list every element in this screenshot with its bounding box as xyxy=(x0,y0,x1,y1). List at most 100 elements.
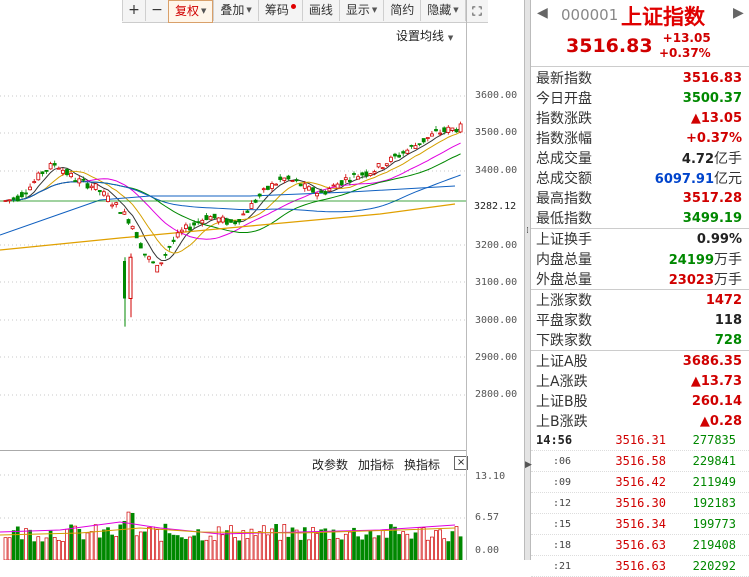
volume-bar xyxy=(56,539,61,560)
volume-bar xyxy=(307,539,311,560)
candle-body xyxy=(270,183,274,189)
candle-body xyxy=(212,213,217,219)
candle-body xyxy=(183,224,188,230)
draw-line-button[interactable]: 画线 xyxy=(301,0,339,21)
tick-volume: 229841 xyxy=(692,454,736,468)
stat-row: 总成交额 6097.91亿元 xyxy=(531,168,749,188)
volume-bar xyxy=(102,529,106,560)
stat-value: 728 xyxy=(715,333,742,348)
kline-chart-area[interactable]: + − 复权 ▼ 叠加 ▼ 筹码 画线 显示 ▼ 简约 隐藏 ▼ 设置均线 ▼ 改参数 … xyxy=(0,0,524,560)
volume-bar xyxy=(454,526,459,560)
edit-params-button[interactable]: 改参数 xyxy=(312,458,349,472)
candle-body xyxy=(245,210,250,213)
panel-splitter[interactable]: ⁞ ▶ xyxy=(524,0,532,560)
candle-body xyxy=(142,253,147,256)
volume-bar xyxy=(343,533,348,560)
chips-button[interactable]: 筹码 xyxy=(257,0,302,21)
stat-label: 上证B股 xyxy=(536,394,588,410)
quote-stats: 最新指数 3516.83 今日开盘 3500.37 指数涨跌 ▲13.05 指数涨幅 +0.3… xyxy=(531,68,749,431)
volume-bar xyxy=(3,537,8,560)
zoom-in-button[interactable]: + xyxy=(122,0,145,21)
volume-bar xyxy=(364,534,369,560)
overlay-button[interactable]: 叠加 ▼ xyxy=(213,0,257,21)
stat-row: 最低指数 3499.19 xyxy=(531,208,749,228)
stat-value: +0.37% xyxy=(686,131,742,146)
add-indicator-button[interactable]: 加指标 xyxy=(358,458,395,472)
candle-body xyxy=(368,173,373,176)
tick-list[interactable]: 14:56 3516.31 277835:06 3516.58 229841:09 351… xyxy=(531,430,749,577)
candle-body xyxy=(188,226,192,231)
candle-body xyxy=(48,163,53,170)
candle-body xyxy=(208,216,213,220)
stat-label: 今日开盘 xyxy=(536,91,592,107)
stat-value: 4.72亿手 xyxy=(682,148,742,168)
volume-bar xyxy=(286,536,291,560)
candle-body xyxy=(339,180,344,186)
volume-bar xyxy=(434,530,438,560)
candle-body xyxy=(319,190,324,193)
group-separator xyxy=(531,350,749,351)
group-separator xyxy=(531,289,749,290)
candle-body xyxy=(89,185,94,189)
display-button[interactable]: 显示 ▼ xyxy=(338,0,383,21)
tick-row: :06 3516.58 229841 xyxy=(531,451,749,472)
volume-bar xyxy=(335,537,340,560)
ma10-line xyxy=(5,131,461,254)
candle-body xyxy=(123,261,126,299)
stat-value: 0.99% xyxy=(697,232,742,247)
volume-bar xyxy=(69,524,73,560)
tick-price: 3516.58 xyxy=(615,454,666,468)
volume-bar xyxy=(348,531,352,560)
next-symbol-icon[interactable]: ▶ xyxy=(733,5,744,21)
simple-mode-button[interactable]: 简约 xyxy=(383,0,420,21)
stat-value: 260.14 xyxy=(692,394,742,409)
fullscreen-button[interactable] xyxy=(464,0,488,21)
candle-body xyxy=(122,211,127,215)
candle-body xyxy=(40,171,45,175)
volume-bar xyxy=(401,531,406,560)
volume-bar xyxy=(384,537,389,560)
candle-body xyxy=(77,178,82,184)
candle-body xyxy=(73,180,78,182)
ma120-line xyxy=(0,185,456,236)
volume-bar xyxy=(81,539,86,560)
zoom-out-button[interactable]: − xyxy=(145,0,168,21)
volume-bar xyxy=(397,534,401,560)
adjust-rights-button[interactable]: 复权 ▼ xyxy=(168,0,214,23)
stat-number: 24199 xyxy=(668,253,714,268)
stat-label: 总成交量 xyxy=(536,151,592,167)
candle-body xyxy=(11,197,16,200)
notification-dot-icon xyxy=(290,4,296,9)
volume-bar xyxy=(389,524,393,560)
volume-bar xyxy=(48,530,53,560)
candle-body xyxy=(311,187,315,193)
candle-body xyxy=(65,169,69,176)
expand-arrow-icon[interactable]: ▶ xyxy=(525,460,532,470)
ma-settings-dropdown[interactable]: 设置均线 ▼ xyxy=(396,27,453,44)
volume-bar xyxy=(52,537,57,560)
switch-indicator-button[interactable]: 换指标 xyxy=(404,458,441,472)
volume-bar xyxy=(147,527,151,560)
candle-body xyxy=(327,188,332,192)
ma250-line xyxy=(0,203,456,251)
volume-bar xyxy=(114,536,119,560)
hide-button[interactable]: 隐藏 ▼ xyxy=(420,0,464,21)
volume-bar xyxy=(138,531,143,560)
tick-volume: 219408 xyxy=(692,538,736,552)
candle-body xyxy=(372,171,377,174)
tick-row: 14:56 3516.31 277835 xyxy=(531,430,749,451)
chevron-down-icon: ▼ xyxy=(371,6,378,14)
candle-body xyxy=(3,200,8,202)
candle-body xyxy=(118,212,123,214)
candle-body xyxy=(126,219,131,224)
volume-chart-canvas xyxy=(0,474,466,560)
volume-bar xyxy=(405,533,410,560)
tick-price: 3516.42 xyxy=(615,475,666,489)
candle-body xyxy=(434,129,438,132)
volume-bar xyxy=(278,539,283,560)
volume-bar xyxy=(241,530,246,560)
prev-symbol-icon[interactable]: ◀ xyxy=(537,5,548,21)
close-icon[interactable]: × xyxy=(454,456,469,470)
stat-row: 外盘总量 23023万手 xyxy=(531,269,749,289)
stat-row: 下跌家数 728 xyxy=(531,330,749,350)
